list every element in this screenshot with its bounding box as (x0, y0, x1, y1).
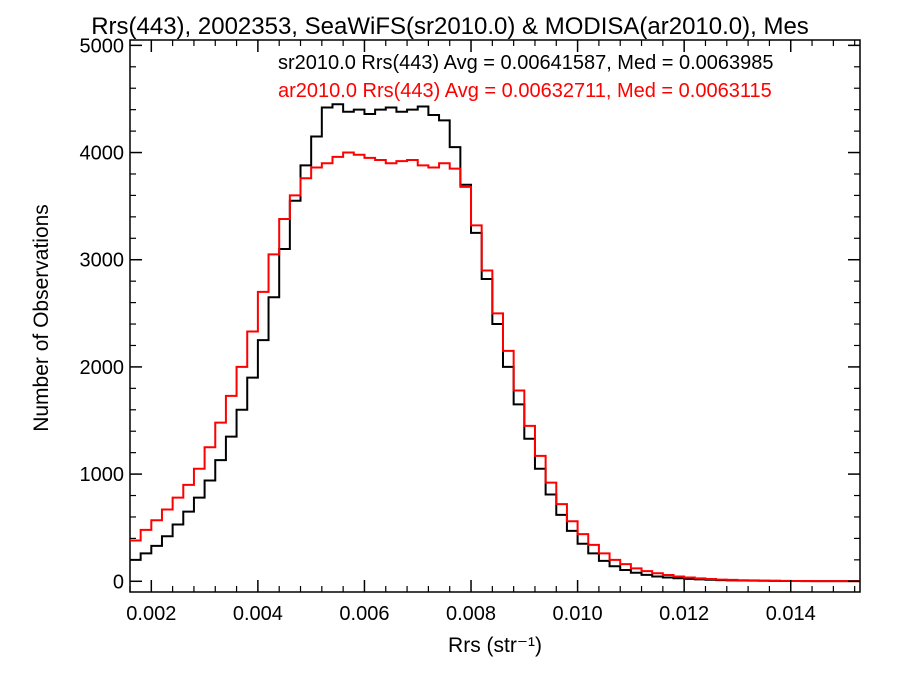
chart-title: Rrs(443), 2002353, SeaWiFS(sr2010.0) & M… (91, 13, 809, 40)
x-axis-label: Rrs (str⁻¹) (448, 634, 542, 657)
series-group (130, 103, 860, 583)
plot-frame (129, 39, 861, 593)
y-tick-label: 2000 (80, 357, 125, 379)
series-line-ar2010.0 (130, 151, 860, 583)
legend-entry-ar2010: ar2010.0 Rrs(443) Avg = 0.00632711, Med … (278, 80, 772, 102)
axes-group: 0.002 0.004 0.006 0.008 0.010 0.012 0.014 0 1000… (80, 35, 860, 625)
y-tick-label: 4000 (80, 143, 125, 165)
x-tick-label: 0.012 (659, 603, 709, 625)
y-tick-label: 1000 (80, 464, 125, 486)
legend-entry-sr2010: sr2010.0 Rrs(443) Avg = 0.00641587, Med … (278, 52, 774, 74)
y-tick-label: 3000 (80, 250, 125, 272)
plot-area (129, 39, 861, 593)
x-tick-label: 0.006 (339, 603, 389, 625)
y-tick-label: 5000 (80, 35, 125, 57)
y-axis-label: Number of Observations (30, 204, 53, 432)
x-tick-label: 0.004 (233, 603, 283, 625)
x-tick-label: 0.010 (553, 603, 603, 625)
x-tick-label: 0.002 (126, 603, 176, 625)
x-tick-label: 0.008 (446, 603, 496, 625)
y-tick-label: 0 (113, 571, 124, 593)
x-tick-label: 0.014 (766, 603, 816, 625)
